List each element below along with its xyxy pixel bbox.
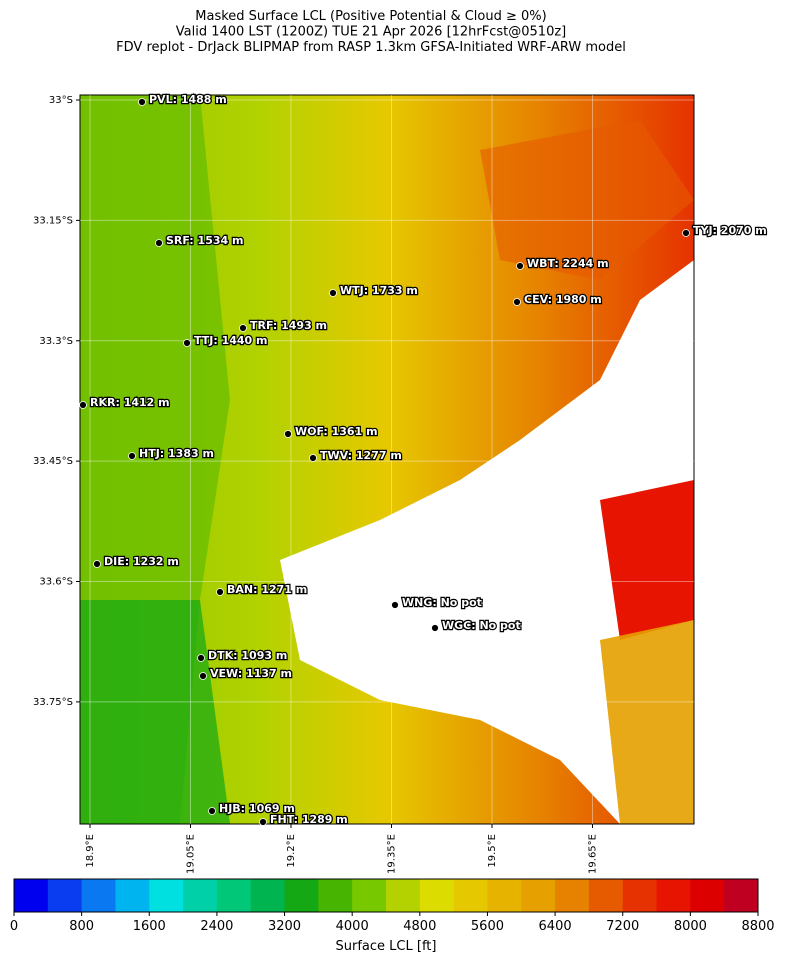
colorbar-swatch: [386, 879, 421, 912]
lat-tick-label: 33°S: [49, 95, 73, 106]
title-line: Valid 1400 LST (1200Z) TUE 21 Apr 2026 […: [176, 25, 567, 40]
colorbar-swatch: [47, 879, 83, 912]
station-label: TTJ: 1440 m: [194, 334, 268, 347]
colorbar-swatch: [555, 879, 590, 912]
station-label: RKR: 1412 m: [90, 396, 170, 409]
station-label: PVL: 1488 m: [149, 93, 227, 106]
station-label: WBT: 2244 m: [527, 257, 609, 270]
colorbar-swatch: [487, 879, 522, 912]
station-label: DIE: 1232 m: [104, 555, 179, 568]
map-raster: [79, 94, 695, 825]
lon-tick-label: 19.35°E: [387, 834, 398, 874]
lon-tick-label: 18.9°E: [85, 834, 96, 868]
colorbar-tick-label: 7200: [606, 919, 639, 934]
colorbar-swatch: [216, 879, 252, 912]
colorbar-tick-label: 8800: [741, 919, 774, 934]
station-label: SRF: 1534 m: [166, 234, 243, 247]
lat-tick-label: 33.75°S: [33, 697, 73, 708]
lat-tick-label: 33.3°S: [39, 336, 73, 347]
title: Masked Surface LCL (Positive Potential &…: [116, 9, 626, 55]
lat-tick-label: 33.15°S: [33, 215, 73, 226]
title-line: FDV replot - DrJack BLIPMAP from RASP 1.…: [116, 40, 626, 55]
colorbar-swatch: [690, 879, 725, 912]
colorbar-swatch: [588, 879, 624, 912]
station-marker: [138, 98, 146, 106]
station-marker: [93, 560, 101, 568]
colorbar-swatch: [183, 879, 218, 912]
colorbar-swatch: [521, 879, 556, 912]
lon-tick-label: 19.05°E: [186, 834, 197, 874]
station-label: WGC: No pot: [442, 619, 521, 632]
station-marker: [79, 401, 87, 409]
station-marker: [239, 324, 247, 332]
station-label: TWV: 1277 m: [320, 449, 402, 462]
colorbar-tick-label: 5600: [471, 919, 504, 934]
station-marker: [309, 454, 317, 462]
colorbar-tick-label: 4800: [403, 919, 436, 934]
colorbar-swatch: [115, 879, 150, 912]
station-marker: [516, 262, 524, 270]
station-label: TRF: 1493 m: [250, 319, 327, 332]
station-label: VEW: 1137 m: [210, 667, 292, 680]
colorbar-swatch: [622, 879, 658, 912]
station-label: BAN: 1271 m: [227, 583, 307, 596]
station-marker: [199, 672, 207, 680]
colorbar-tick-label: 8000: [674, 919, 707, 934]
station-marker: [329, 289, 337, 297]
station-label: HJB: 1069 m: [219, 802, 295, 815]
station-label: WOF: 1361 m: [295, 425, 378, 438]
station-label: HTJ: 1383 m: [139, 447, 214, 460]
colorbar-swatch: [656, 879, 691, 912]
map: 33°S 33.15°S 33.3°S 33.45°S 33.6°S 33.75°S 18.…: [33, 92, 768, 874]
station-marker: [259, 818, 267, 826]
colorbar-frame: [13, 878, 759, 913]
station-label: FHT: 1289 m: [270, 813, 348, 826]
colorbar-tick-label: 800: [69, 919, 94, 934]
lon-tick-label: 19.5°E: [487, 834, 498, 868]
colorbar-swatch: [419, 879, 455, 912]
colorbar: 0 800 1600 2400 3200 4000 4800 5600 6400 7200 8000…: [10, 878, 775, 954]
station-marker: [513, 298, 521, 306]
colorbar-tick-label: 4000: [336, 919, 369, 934]
station-marker: [284, 430, 292, 438]
lat-tick-label: 33.45°S: [33, 456, 73, 467]
station-marker: [183, 339, 191, 347]
colorbar-swatch: [318, 879, 353, 912]
colorbar-tick-label: 0: [10, 919, 18, 934]
station-label: TYJ: 2070 m: [693, 224, 767, 237]
station-label: WTJ: 1733 m: [340, 284, 418, 297]
station-label: CEV: 1980 m: [524, 293, 602, 306]
station-marker: [682, 229, 690, 237]
colorbar-tick-label: 1600: [133, 919, 166, 934]
colorbar-swatch: [724, 879, 759, 912]
colorbar-swatch: [453, 879, 488, 912]
station-marker: [216, 588, 224, 596]
colorbar-swatch: [250, 879, 286, 912]
lon-tick-label: 19.2°E: [286, 834, 297, 868]
station-label: WNG: No pot: [402, 596, 482, 609]
colorbar-label: Surface LCL [ft]: [336, 939, 437, 954]
colorbar-swatch: [81, 879, 116, 912]
lon-tick-label: 19.65°E: [588, 834, 599, 874]
station-marker: [197, 654, 205, 662]
title-line: Masked Surface LCL (Positive Potential &…: [195, 9, 546, 24]
lat-tick-label: 33.6°S: [39, 577, 73, 588]
station-marker: [431, 624, 439, 632]
colorbar-swatch: [352, 879, 387, 912]
station-marker: [208, 807, 216, 815]
station-marker: [155, 239, 163, 247]
colorbar-swatch: [284, 879, 319, 912]
station-label: DTK: 1093 m: [208, 649, 287, 662]
colorbar-tick-label: 3200: [268, 919, 301, 934]
colorbar-tick-label: 6400: [539, 919, 572, 934]
colorbar-swatch: [149, 879, 184, 912]
colorbar-swatch: [14, 879, 49, 912]
station-marker: [391, 601, 399, 609]
station-marker: [128, 452, 136, 460]
colorbar-tick-label: 2400: [200, 919, 233, 934]
